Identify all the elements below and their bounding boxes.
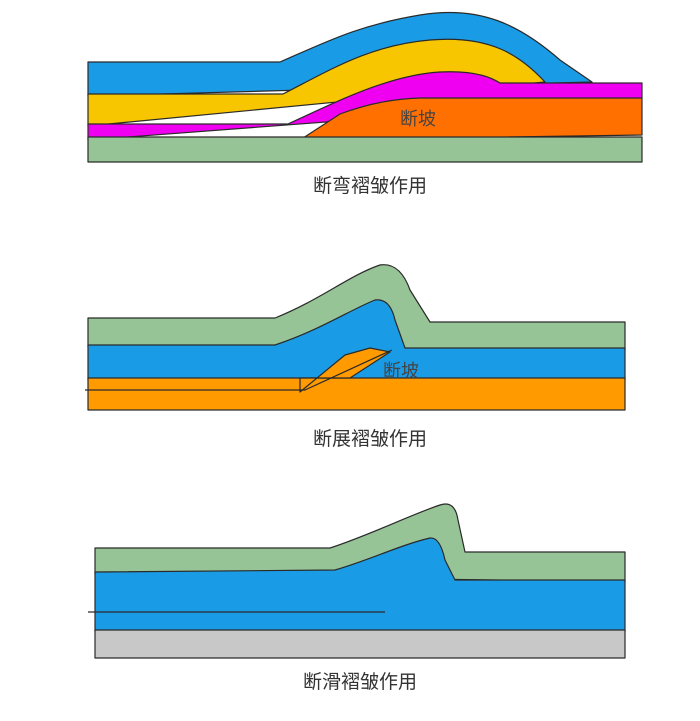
caption: 断滑褶皱作用: [303, 671, 417, 693]
layer-green: [87, 264, 626, 351]
fault-bend-fold: 断坡 断弯褶皱作用: [87, 11, 643, 197]
fault-propagation-fold: 断坡 断展褶皱作用: [85, 264, 626, 450]
fault-line: [85, 349, 393, 391]
layer-blue: [94, 537, 626, 633]
fault-slip-fold: 断滑褶皱作用: [88, 503, 626, 693]
layer-yellow: [87, 38, 546, 127]
caption: 断展褶皱作用: [313, 428, 427, 450]
layer-orange: [87, 377, 626, 411]
ramp-label: 断坡: [383, 361, 419, 382]
layer-orange-wedge: [299, 347, 391, 393]
layer-gray: [94, 629, 626, 659]
layer-green: [94, 503, 626, 583]
layer-green: [87, 136, 643, 163]
ramp-label: 断坡: [400, 109, 436, 130]
caption: 断弯褶皱作用: [313, 175, 427, 197]
layer-orange: [299, 97, 643, 141]
layer-blue: [87, 299, 626, 381]
